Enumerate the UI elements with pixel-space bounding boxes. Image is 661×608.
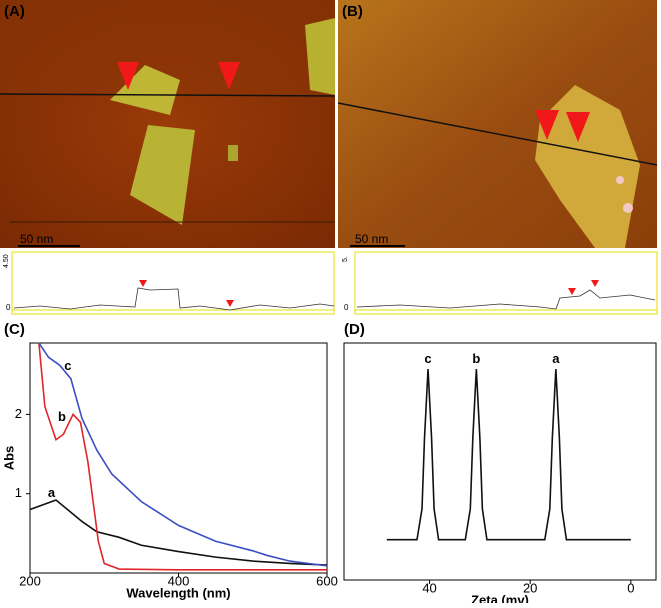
- x-axis-label: Zeta (mv): [471, 592, 529, 603]
- data-line: [29, 499, 328, 566]
- x-tick-label: 200: [19, 573, 41, 588]
- plot-frame: [343, 342, 657, 581]
- x-tick-label: 40: [422, 580, 436, 595]
- panel-label: (D): [344, 321, 365, 338]
- afm-image-b: (B) 50 nm: [337, 0, 658, 248]
- panel-label: (A): [4, 3, 25, 20]
- annotation: a: [48, 485, 56, 500]
- data-line: [38, 342, 328, 567]
- scale-label: 50 nm: [20, 232, 53, 246]
- profile-tick: 0: [344, 303, 349, 312]
- annotation: a: [552, 351, 560, 366]
- panel-label: (B): [342, 3, 363, 20]
- annotation: b: [472, 351, 480, 366]
- afm-image-a: (A) 50 nm: [0, 0, 336, 248]
- y-axis-label: Abs: [1, 446, 16, 471]
- annotation: c: [64, 358, 71, 373]
- annotation: b: [58, 409, 66, 424]
- y-tick-label: 2: [15, 406, 22, 421]
- x-tick-label: 20: [523, 580, 537, 595]
- profile-tick: 4.50: [3, 254, 10, 268]
- height-profile-b: 5. 0: [342, 251, 658, 315]
- annotation: c: [424, 351, 431, 366]
- height-profile-a: 4.50 0: [3, 251, 335, 315]
- data-line: [38, 342, 327, 571]
- x-tick-label: 0: [627, 580, 634, 595]
- x-axis-label: Wavelength (nm): [126, 585, 230, 600]
- y-tick-label: 1: [15, 485, 22, 500]
- x-tick-label: 400: [168, 573, 190, 588]
- profile-tick: 0: [6, 303, 11, 312]
- data-line: [386, 369, 631, 541]
- panel-label: (C): [4, 321, 25, 338]
- profile-tick: 5.: [342, 256, 349, 262]
- scale-label: 50 nm: [355, 232, 388, 246]
- x-tick-label: 600: [316, 573, 338, 588]
- plot-frame: [29, 342, 328, 574]
